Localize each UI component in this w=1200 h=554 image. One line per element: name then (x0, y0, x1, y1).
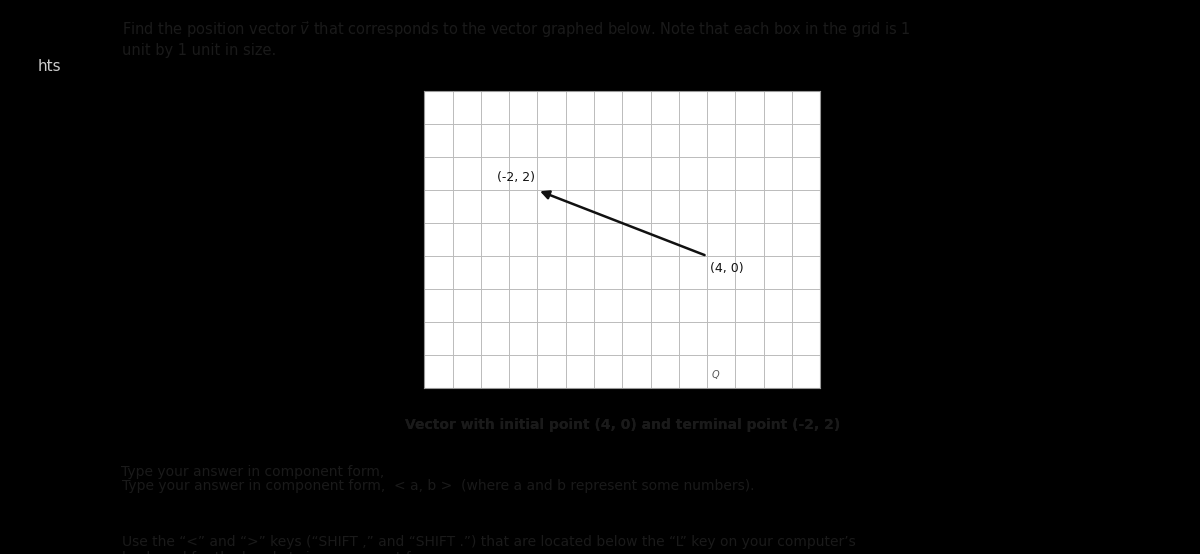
Text: Vector with initial point (4, 0) and terminal point (-2, 2): Vector with initial point (4, 0) and ter… (404, 418, 840, 432)
Text: Use the “<” and “>” keys (“SHIFT ,” and “SHIFT .”) that are located below the “L: Use the “<” and “>” keys (“SHIFT ,” and … (121, 535, 856, 554)
Text: hts: hts (38, 59, 61, 74)
Text: Vector with initial point (4, 0) and terminal point (-2, 2): Vector with initial point (4, 0) and ter… (404, 418, 840, 432)
Text: (-2, 2): (-2, 2) (497, 171, 534, 184)
Text: (4, 0): (4, 0) (710, 262, 744, 275)
Text: Type your answer in component form,  < a, b >  (where a and b represent some num: Type your answer in component form, < a,… (121, 479, 754, 493)
Text: Type your answer in component form,: Type your answer in component form, (121, 465, 394, 479)
Text: Find the position vector $\vec{v}$ that corresponds to the vector graphed below.: Find the position vector $\vec{v}$ that … (121, 19, 911, 58)
Text: Q: Q (712, 370, 720, 379)
